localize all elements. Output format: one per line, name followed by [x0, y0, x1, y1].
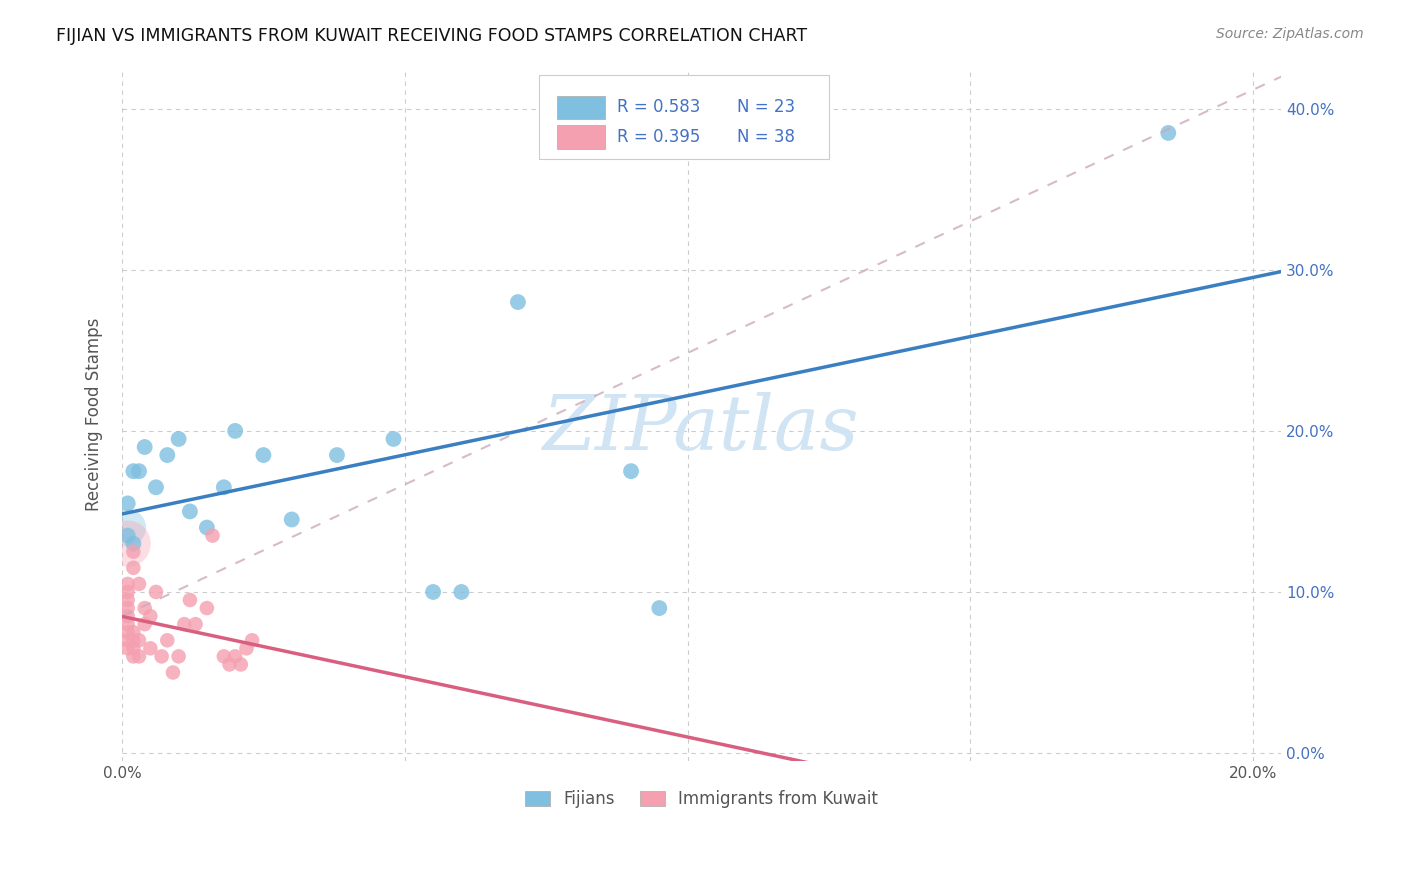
Point [117, 633, 139, 648]
Legend: Fijians, Immigrants from Kuwait: Fijians, Immigrants from Kuwait [519, 784, 884, 815]
Point [122, 649, 145, 664]
Point [179, 504, 201, 518]
Point [139, 609, 162, 624]
Point [184, 617, 207, 632]
Point [179, 593, 201, 607]
Point [167, 432, 190, 446]
Point [195, 601, 218, 615]
Point [122, 641, 145, 656]
Point [173, 617, 195, 632]
Point [218, 657, 240, 672]
Point [326, 448, 349, 462]
Point [128, 633, 150, 648]
Point [122, 561, 145, 575]
Point [128, 649, 150, 664]
FancyBboxPatch shape [557, 95, 606, 119]
Point [224, 649, 246, 664]
Point [235, 641, 257, 656]
Point [117, 601, 139, 615]
Point [506, 295, 529, 310]
Point [117, 617, 139, 632]
Point [167, 649, 190, 664]
Point [117, 609, 139, 624]
Point [122, 625, 145, 640]
Point [156, 448, 179, 462]
Text: N = 38: N = 38 [737, 128, 794, 146]
Point [122, 536, 145, 550]
Point [117, 585, 139, 599]
Point [134, 617, 156, 632]
Point [382, 432, 405, 446]
Point [212, 649, 235, 664]
Point [620, 464, 643, 478]
Point [117, 528, 139, 542]
Point [122, 544, 145, 558]
Point [422, 585, 444, 599]
Point [122, 464, 145, 478]
Point [134, 440, 156, 454]
Point [117, 536, 139, 550]
Text: FIJIAN VS IMMIGRANTS FROM KUWAIT RECEIVING FOOD STAMPS CORRELATION CHART: FIJIAN VS IMMIGRANTS FROM KUWAIT RECEIVI… [56, 27, 807, 45]
Point [1157, 126, 1180, 140]
Point [280, 512, 302, 526]
Point [224, 424, 246, 438]
Y-axis label: Receiving Food Stamps: Receiving Food Stamps [86, 318, 103, 511]
Point [252, 448, 274, 462]
Point [117, 496, 139, 510]
Point [139, 641, 162, 656]
Point [134, 601, 156, 615]
Text: ZIPatlas: ZIPatlas [543, 392, 860, 466]
Point [648, 601, 671, 615]
FancyBboxPatch shape [557, 125, 606, 149]
Point [195, 520, 218, 534]
Point [117, 593, 139, 607]
Point [162, 665, 184, 680]
Point [240, 633, 263, 648]
Point [212, 480, 235, 494]
Point [156, 633, 179, 648]
Point [150, 649, 173, 664]
Point [117, 641, 139, 656]
Point [145, 585, 167, 599]
Point [117, 625, 139, 640]
Point [117, 577, 139, 591]
Text: N = 23: N = 23 [737, 98, 794, 116]
Point [145, 480, 167, 494]
Point [117, 520, 139, 534]
Text: Source: ZipAtlas.com: Source: ZipAtlas.com [1216, 27, 1364, 41]
Point [201, 528, 224, 542]
Point [450, 585, 472, 599]
Point [122, 633, 145, 648]
Point [128, 464, 150, 478]
FancyBboxPatch shape [540, 76, 830, 159]
Text: R = 0.395: R = 0.395 [617, 128, 700, 146]
Point [128, 577, 150, 591]
Text: R = 0.583: R = 0.583 [617, 98, 700, 116]
Point [229, 657, 252, 672]
